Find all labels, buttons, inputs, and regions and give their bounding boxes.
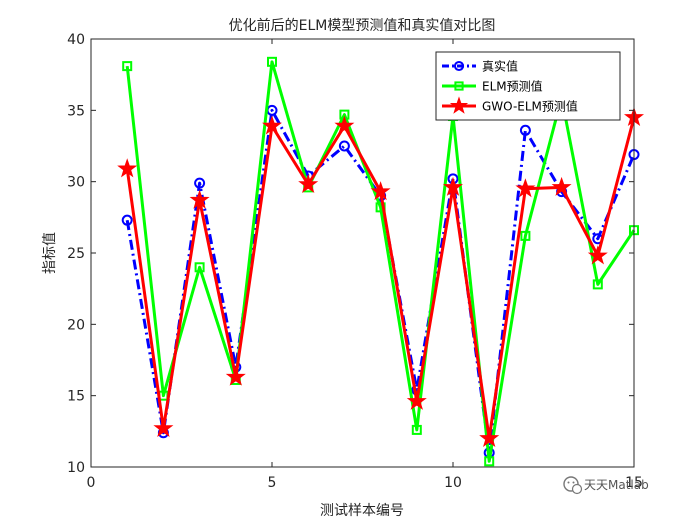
wechat-icon <box>563 476 583 495</box>
data-point <box>520 230 531 241</box>
data-point <box>121 214 133 226</box>
data-point <box>406 390 427 410</box>
data-point <box>194 177 206 189</box>
data-point <box>189 189 210 209</box>
data-point <box>267 56 277 67</box>
legend-item: 真实值 <box>442 59 518 74</box>
y-tick-label: 35 <box>67 103 85 119</box>
legend-label: GWO-ELM预测值 <box>482 99 578 114</box>
data-point <box>411 424 422 435</box>
y-tick-label: 10 <box>67 460 85 476</box>
y-axis-title: 指标值 <box>42 232 58 274</box>
data-point <box>592 279 603 290</box>
y-tick-label: 25 <box>67 246 85 262</box>
watermark: 天天Matlab <box>563 476 649 495</box>
series-line <box>125 60 636 463</box>
data-point <box>153 417 174 437</box>
data-point <box>122 61 133 72</box>
legend-label: ELM预测值 <box>482 79 543 94</box>
data-point <box>515 178 536 198</box>
data-point <box>484 456 495 467</box>
plot-area <box>117 56 645 467</box>
y-tick-label: 40 <box>67 32 85 48</box>
x-tick-label: 0 <box>87 475 96 491</box>
data-point <box>261 115 283 135</box>
x-tick-label: 10 <box>444 475 462 491</box>
legend-item: ELM预测值 <box>442 79 543 94</box>
data-point <box>117 158 138 178</box>
data-point <box>338 140 350 152</box>
data-point <box>587 245 608 265</box>
y-tick-label: 30 <box>67 175 85 191</box>
data-point <box>551 176 572 196</box>
data-point <box>370 181 391 201</box>
legend-marker <box>449 96 469 114</box>
y-tick-label: 15 <box>67 389 85 405</box>
data-point <box>298 173 319 194</box>
legend: 真实值 ELM预测值 GWO-ELM预测值 <box>435 51 621 121</box>
legend-item: GWO-ELM预测值 <box>442 96 578 114</box>
data-point <box>194 262 205 273</box>
series-1 <box>121 104 640 459</box>
x-tick-label: 5 <box>268 475 277 491</box>
legend-marker <box>453 60 465 72</box>
data-point <box>519 124 531 136</box>
series-3 <box>117 106 645 447</box>
x-tick-label: 15 <box>625 475 643 491</box>
legend-label: 真实值 <box>482 59 518 74</box>
y-tick-label: 20 <box>67 317 85 333</box>
data-point <box>334 115 355 135</box>
legend-marker <box>454 81 464 91</box>
data-point <box>442 176 464 196</box>
watermark-text: 天天Matlab <box>584 478 649 492</box>
data-point <box>225 366 246 386</box>
chart-title: 优化前后的ELM模型预测值和真实值对比图 <box>229 17 496 34</box>
data-point <box>479 427 500 447</box>
axes: 0 5 10 15 10 15 20 25 30 35 40 <box>67 32 643 491</box>
x-axis-title: 测试样本编号 <box>320 503 404 519</box>
